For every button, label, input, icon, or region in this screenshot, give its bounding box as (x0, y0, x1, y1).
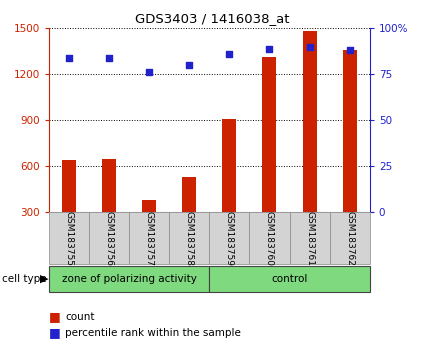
Bar (49, 212, 89, 264)
Point (106, 55, 113, 61)
Bar (209, 266, 370, 292)
Point (65, 55, 72, 61)
Text: control: control (271, 274, 308, 284)
Bar (209, 212, 249, 264)
Text: GSM183762: GSM183762 (345, 211, 354, 266)
Bar (102, 159, 116, 258)
Point (266, 46, 273, 51)
Point (146, 70, 153, 75)
Text: count: count (65, 312, 94, 322)
Point (306, 44, 313, 50)
Point (346, 47, 353, 53)
Bar (249, 212, 289, 264)
Bar (182, 177, 196, 258)
Bar (303, 32, 317, 258)
Text: GSM183756: GSM183756 (105, 211, 113, 266)
Text: ■: ■ (49, 326, 61, 339)
Text: GSM183757: GSM183757 (144, 211, 154, 266)
Bar (343, 50, 357, 258)
Text: GSM183761: GSM183761 (305, 211, 314, 266)
Bar (62, 160, 76, 258)
Text: GDS3403 / 1416038_at: GDS3403 / 1416038_at (135, 12, 290, 25)
Point (186, 62, 193, 68)
Text: ■: ■ (49, 310, 61, 323)
Text: GSM183758: GSM183758 (185, 211, 194, 266)
Text: GSM183760: GSM183760 (265, 211, 274, 266)
Text: zone of polarizing activity: zone of polarizing activity (62, 274, 196, 284)
Bar (330, 212, 370, 264)
Bar (129, 212, 169, 264)
Text: GSM183759: GSM183759 (225, 211, 234, 266)
Bar (263, 57, 277, 258)
Bar (289, 212, 330, 264)
Point (226, 51, 233, 57)
Bar (49, 266, 209, 292)
Bar (222, 119, 236, 258)
Bar (142, 200, 156, 258)
Bar (89, 212, 129, 264)
Text: ▶: ▶ (40, 274, 48, 284)
Text: cell type: cell type (2, 274, 47, 284)
Text: GSM183755: GSM183755 (65, 211, 74, 266)
Bar (169, 212, 209, 264)
Text: percentile rank within the sample: percentile rank within the sample (65, 328, 241, 338)
